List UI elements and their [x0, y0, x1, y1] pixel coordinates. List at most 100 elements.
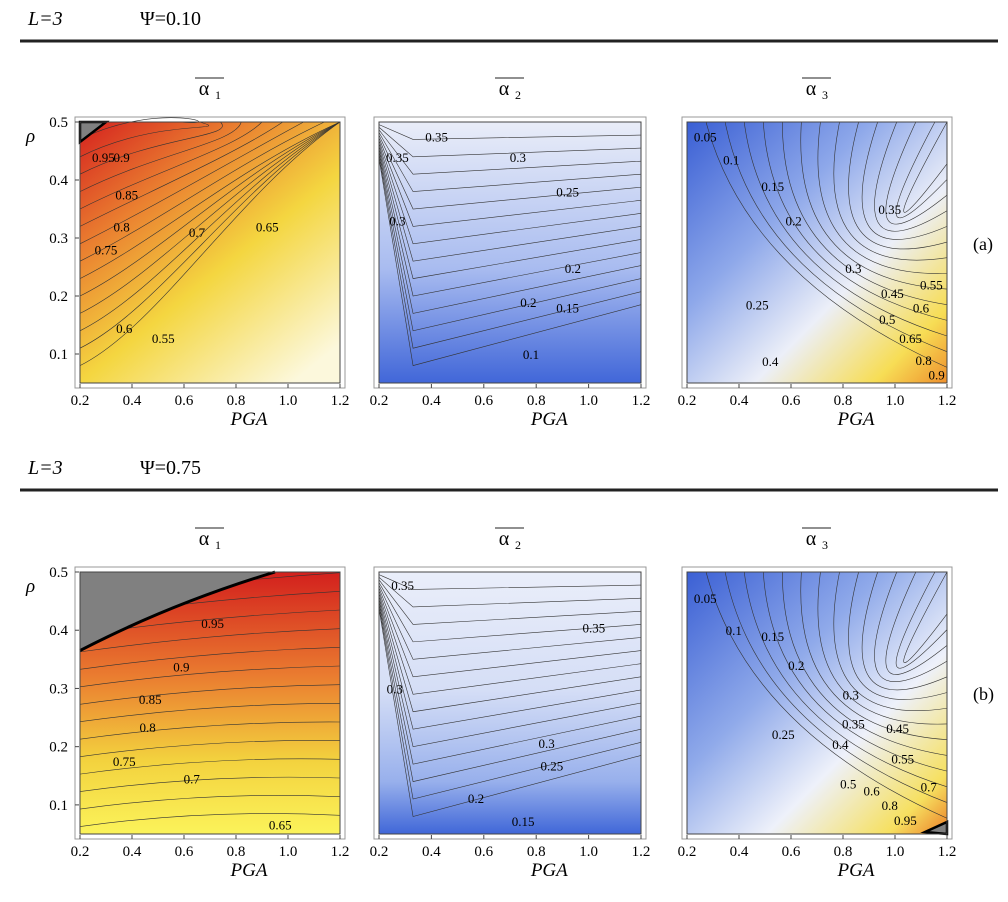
contour-line	[378, 140, 642, 245]
x-tick-label: 0.6	[175, 844, 194, 860]
contour-panel-b-2: 0.2 0.4 0.6 0.8 1.0 1.2 PGA α 2 0.35 0.35 0.3 0.3 0.2…	[370, 527, 651, 881]
contour-line	[79, 121, 209, 158]
x-tick-label: 0.4	[123, 844, 142, 860]
x-tick-label: 0.4	[422, 393, 441, 409]
plot-frame	[373, 116, 647, 389]
x-axis-label: PGA	[530, 409, 568, 430]
panel-title-subscript: 3	[822, 538, 828, 552]
plot-frame	[681, 566, 953, 840]
x-axis-label: PGA	[837, 860, 875, 881]
x-tick-label: 1.0	[886, 393, 905, 409]
contour-line	[378, 145, 642, 279]
contour-line	[378, 584, 642, 660]
contour-line	[378, 153, 642, 332]
contour-line	[833, 121, 948, 261]
plot-border	[686, 121, 948, 384]
contour-label: 0.65	[256, 219, 279, 234]
x-tick-label: 0.6	[175, 393, 194, 409]
contour-line	[79, 121, 325, 262]
contour-panel-a-2: 0.2 0.4 0.6 0.8 1.0 1.2 PGA α 2 0.35 0.35 0.3 0.25 0.…	[370, 77, 651, 430]
row-label-b: (b)	[973, 684, 994, 705]
contour-line	[378, 129, 642, 175]
contour-line	[79, 795, 341, 810]
contour-label: 0.8	[915, 353, 931, 368]
contour-line	[848, 121, 948, 250]
contour-label: 0.85	[139, 692, 162, 707]
contour-label: 0.15	[512, 814, 535, 829]
contour-label: 0.3	[539, 736, 555, 751]
boundary-curve	[79, 570, 276, 652]
row-label-a: (a)	[973, 234, 993, 255]
panel-title: α	[499, 78, 510, 100]
contour-label: 0.8	[113, 219, 129, 234]
plot-frame	[681, 116, 953, 389]
contour-line	[79, 703, 341, 723]
contour-line	[885, 571, 948, 675]
contour-label: 0.2	[788, 658, 804, 673]
contour-line	[903, 121, 948, 213]
contour-label: 0.5	[840, 776, 856, 791]
contour-lines	[378, 574, 642, 817]
contour-label: 0.55	[891, 751, 914, 766]
contour-label: 0.65	[899, 331, 922, 346]
contour-line	[378, 577, 642, 608]
y-tick-label: 0.1	[49, 347, 68, 363]
contour-label: 0.25	[556, 185, 579, 200]
contour-line	[874, 571, 948, 682]
y-tick-label: 0.1	[49, 798, 68, 814]
x-tick-label: 1.2	[938, 844, 957, 860]
contour-lines	[705, 571, 948, 819]
contour-line	[378, 132, 642, 192]
x-tick-label: 0.2	[678, 844, 697, 860]
panel-title-subscript: 2	[515, 538, 521, 552]
contour-line	[378, 590, 642, 695]
contour-line	[378, 592, 642, 713]
contour-panel-b-1: 0.2 0.4 0.6 0.8 1.0 1.2 0.1 0.2 0.3 0.4 0.5 PGA ρ α 1 0…	[25, 527, 349, 881]
contour-line	[378, 126, 642, 158]
contour-label: 0.3	[510, 150, 526, 165]
contour-line	[79, 721, 341, 740]
contour-label: 0.95	[201, 616, 224, 631]
section-a-L-label: L=3	[27, 8, 63, 30]
contour-line	[378, 595, 642, 730]
contour-line	[378, 137, 642, 227]
x-tick-label: 0.4	[123, 393, 142, 409]
x-tick-label: 0.2	[678, 393, 697, 409]
contour-line	[833, 571, 948, 712]
panel-title-subscript: 3	[822, 88, 828, 102]
contour-label: 0.5	[879, 312, 895, 327]
contour-label: 0.15	[761, 179, 784, 194]
contour-line	[378, 124, 642, 140]
contour-line	[782, 121, 948, 305]
contour-line	[79, 121, 341, 332]
contour-line	[378, 587, 642, 678]
x-tick-label: 1.2	[632, 844, 651, 860]
contour-label: 0.85	[115, 188, 138, 203]
contour-label: 0.7	[921, 779, 938, 794]
y-tick-label: 0.5	[49, 565, 68, 581]
contour-label: 0.4	[762, 354, 779, 369]
contour-label: 0.3	[389, 214, 405, 229]
x-tick-label: 1.2	[632, 393, 651, 409]
contour-line	[79, 121, 341, 314]
contour-label: 0.3	[845, 261, 861, 276]
panel-title: α	[499, 528, 510, 550]
contour-line	[79, 758, 341, 775]
contour-label: 0.1	[523, 347, 539, 362]
contour-line	[817, 571, 948, 725]
contour-label: 0.35	[391, 578, 414, 593]
plot-border	[79, 571, 341, 835]
contour-line	[848, 571, 948, 700]
x-axis-label: PGA	[230, 409, 268, 430]
plot-border	[79, 121, 341, 384]
contour-line	[378, 134, 642, 210]
contour-panel-a-3: 0.2 0.4 0.6 0.8 1.0 1.2 PGA α 3 0.05 0.1 0.15 0.2 0.3…	[678, 77, 956, 430]
x-tick-label: 0.6	[782, 844, 801, 860]
contour-line	[79, 121, 223, 175]
contour-label: 0.6	[913, 301, 930, 316]
contour-fill	[379, 572, 641, 834]
contour-line	[378, 608, 642, 817]
y-tick-label: 0.4	[49, 173, 68, 189]
